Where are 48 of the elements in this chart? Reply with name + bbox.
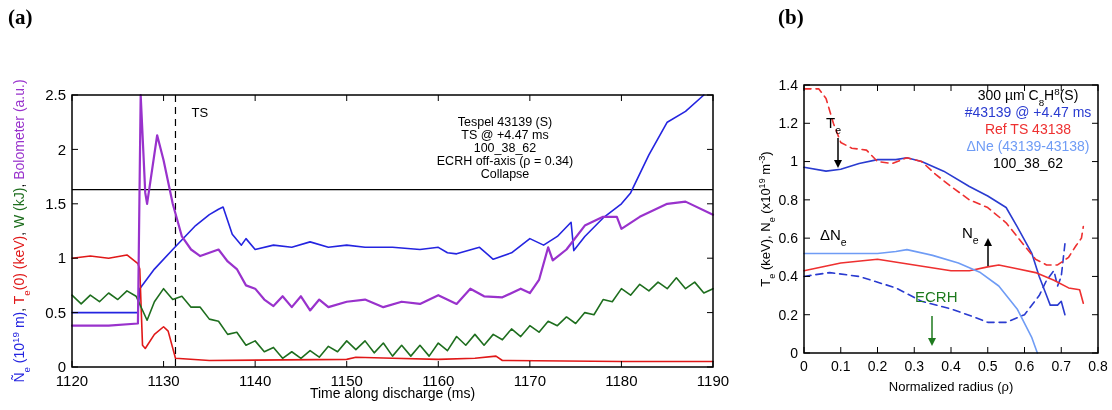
annotation: T$_{e}$	[826, 114, 842, 136]
annotation: ECRH off-axis (ρ = 0.34)	[436, 154, 574, 168]
line-series	[803, 258, 1085, 305]
line-series	[71, 254, 714, 363]
annotation: ΔN$_{e}$	[820, 226, 847, 248]
y-tick-label: 1.4	[778, 76, 799, 93]
annotation: N$_{e}$	[962, 224, 979, 246]
x-tick-label: 0.5	[978, 358, 998, 374]
annotation: TS @ +4.47 ms	[461, 128, 549, 142]
annotation: Tespel 43139 (S)	[457, 115, 553, 129]
annotation: Collapse	[480, 167, 530, 181]
y-tick-label: 1	[57, 249, 66, 267]
y-tick-label: 2.5	[45, 86, 66, 104]
y-tick-label: 1	[790, 153, 799, 170]
x-tick-label: 1190	[696, 372, 730, 389]
y-tick-label: 0.8	[778, 191, 799, 208]
ref-line-label: TS	[191, 105, 209, 120]
y-tick-label: 0.6	[778, 230, 799, 247]
y-tick-label: 2	[57, 140, 66, 158]
annotation: ECRH	[915, 288, 958, 305]
x-tick-label: 1140	[239, 372, 272, 389]
x-tick-label: 0	[800, 358, 809, 374]
chart-title: (b)	[778, 5, 804, 29]
x-tick-label: 0.7	[1051, 358, 1072, 374]
x-tick-label: 1120	[55, 372, 89, 389]
annotation: 100_38_62	[473, 141, 537, 155]
line-series	[803, 248, 1039, 354]
y-tick-label: 0.5	[45, 303, 66, 321]
y-tick-label: 1.5	[45, 195, 66, 213]
x-tick-label: 0.4	[941, 358, 961, 374]
annotation: 100_38_62	[992, 155, 1064, 171]
text: ΔNe (43139-43138)	[966, 138, 1090, 154]
y-tick-label: 0	[790, 344, 799, 361]
x-tick-label: 0.2	[867, 358, 888, 374]
x-tick-label: 0.8	[1088, 358, 1108, 374]
text: Ref TS 43138	[984, 121, 1072, 137]
x-tick-label: 0.6	[1014, 358, 1035, 374]
x-tick-label: 0.1	[831, 358, 851, 374]
x-tick-label: 0.3	[904, 358, 925, 374]
y-tick-label: 0.4	[778, 268, 799, 285]
line-series	[71, 276, 714, 360]
chart-title: (a)	[8, 5, 33, 29]
x-tick-label: 1180	[605, 372, 638, 389]
x-tick-label: 1170	[513, 372, 546, 389]
x-axis-title: Normalized radius (ρ)	[888, 379, 1014, 394]
y-tick-label: 0.2	[778, 306, 799, 323]
y-tick-label: 1.2	[778, 115, 799, 132]
x-tick-label: 1130	[147, 372, 180, 389]
